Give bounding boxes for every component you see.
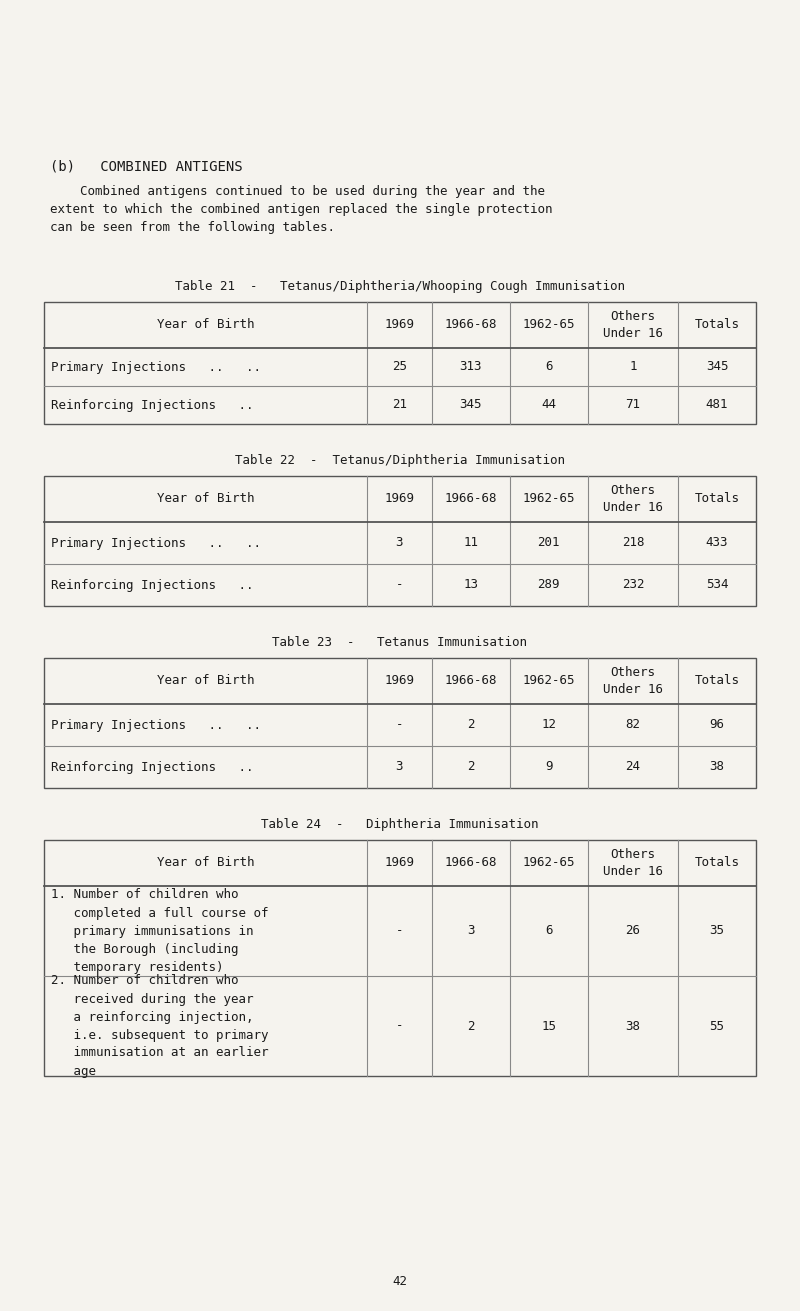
Text: 1: 1	[629, 361, 637, 374]
Text: Others
Under 16: Others Under 16	[603, 666, 663, 696]
Text: 6: 6	[545, 924, 553, 937]
Text: 38: 38	[626, 1020, 640, 1033]
Text: Table 22  -  Tetanus/Diphtheria Immunisation: Table 22 - Tetanus/Diphtheria Immunisati…	[235, 454, 565, 467]
Text: Others
Under 16: Others Under 16	[603, 484, 663, 514]
Text: 1969: 1969	[384, 493, 414, 506]
Text: Year of Birth: Year of Birth	[157, 319, 254, 332]
Text: -: -	[395, 578, 403, 591]
Text: 1966-68: 1966-68	[445, 493, 497, 506]
Text: 2: 2	[467, 760, 474, 773]
Bar	[44, 302, 756, 423]
Text: -: -	[395, 1020, 403, 1033]
Text: (b)   COMBINED ANTIGENS: (b) COMBINED ANTIGENS	[50, 160, 242, 174]
Bar	[44, 476, 756, 606]
Text: Totals: Totals	[694, 856, 739, 869]
Text: 1966-68: 1966-68	[445, 674, 497, 687]
Text: 2: 2	[467, 1020, 474, 1033]
Text: 55: 55	[710, 1020, 725, 1033]
Text: Totals: Totals	[694, 319, 739, 332]
Text: Totals: Totals	[694, 674, 739, 687]
Text: -: -	[395, 924, 403, 937]
Text: Year of Birth: Year of Birth	[157, 674, 254, 687]
Text: Others
Under 16: Others Under 16	[603, 309, 663, 340]
Text: 1969: 1969	[384, 856, 414, 869]
Text: Combined antigens continued to be used during the year and the: Combined antigens continued to be used d…	[50, 185, 545, 198]
Text: -: -	[395, 718, 403, 732]
Text: 289: 289	[538, 578, 560, 591]
Text: 42: 42	[393, 1276, 407, 1287]
Text: Reinforcing Injections   ..: Reinforcing Injections ..	[51, 578, 254, 591]
Text: 1966-68: 1966-68	[445, 856, 497, 869]
Text: 232: 232	[622, 578, 644, 591]
Text: 26: 26	[626, 924, 640, 937]
Text: 1962-65: 1962-65	[522, 674, 575, 687]
Text: 218: 218	[622, 536, 644, 549]
Text: 25: 25	[392, 361, 406, 374]
Text: 38: 38	[710, 760, 725, 773]
Bar	[44, 658, 756, 788]
Text: 3: 3	[467, 924, 474, 937]
Text: 9: 9	[545, 760, 553, 773]
Text: Table 24  -   Diphtheria Immunisation: Table 24 - Diphtheria Immunisation	[262, 818, 538, 831]
Text: 12: 12	[542, 718, 556, 732]
Text: 82: 82	[626, 718, 640, 732]
Text: 71: 71	[626, 399, 640, 412]
Text: 201: 201	[538, 536, 560, 549]
Text: 345: 345	[459, 399, 482, 412]
Text: Year of Birth: Year of Birth	[157, 493, 254, 506]
Text: 534: 534	[706, 578, 728, 591]
Text: Table 21  -   Tetanus/Diphtheria/Whooping Cough Immunisation: Table 21 - Tetanus/Diphtheria/Whooping C…	[175, 281, 625, 292]
Text: 2: 2	[467, 718, 474, 732]
Text: 35: 35	[710, 924, 725, 937]
Text: 1962-65: 1962-65	[522, 319, 575, 332]
Text: Table 23  -   Tetanus Immunisation: Table 23 - Tetanus Immunisation	[273, 636, 527, 649]
Text: extent to which the combined antigen replaced the single protection: extent to which the combined antigen rep…	[50, 203, 553, 216]
Bar	[44, 840, 756, 1076]
Text: 6: 6	[545, 361, 553, 374]
Text: 345: 345	[706, 361, 728, 374]
Text: 1966-68: 1966-68	[445, 319, 497, 332]
Text: 1962-65: 1962-65	[522, 493, 575, 506]
Text: 1969: 1969	[384, 674, 414, 687]
Text: 15: 15	[542, 1020, 556, 1033]
Text: Reinforcing Injections   ..: Reinforcing Injections ..	[51, 760, 254, 773]
Text: 24: 24	[626, 760, 640, 773]
Text: Reinforcing Injections   ..: Reinforcing Injections ..	[51, 399, 254, 412]
Text: 481: 481	[706, 399, 728, 412]
Text: 13: 13	[463, 578, 478, 591]
Text: Totals: Totals	[694, 493, 739, 506]
Text: Primary Injections   ..   ..: Primary Injections .. ..	[51, 361, 261, 374]
Text: 2. Number of children who
   received during the year
   a reinforcing injection: 2. Number of children who received durin…	[51, 974, 269, 1078]
Text: can be seen from the following tables.: can be seen from the following tables.	[50, 222, 335, 233]
Text: Year of Birth: Year of Birth	[157, 856, 254, 869]
Text: 1962-65: 1962-65	[522, 856, 575, 869]
Text: Others
Under 16: Others Under 16	[603, 848, 663, 878]
Text: 433: 433	[706, 536, 728, 549]
Text: 96: 96	[710, 718, 725, 732]
Text: 11: 11	[463, 536, 478, 549]
Text: 3: 3	[395, 536, 403, 549]
Text: 313: 313	[459, 361, 482, 374]
Text: 44: 44	[542, 399, 556, 412]
Text: 21: 21	[392, 399, 406, 412]
Text: Primary Injections   ..   ..: Primary Injections .. ..	[51, 536, 261, 549]
Text: 1969: 1969	[384, 319, 414, 332]
Text: 1. Number of children who
   completed a full course of
   primary immunisations: 1. Number of children who completed a fu…	[51, 889, 269, 974]
Text: 3: 3	[395, 760, 403, 773]
Text: Primary Injections   ..   ..: Primary Injections .. ..	[51, 718, 261, 732]
